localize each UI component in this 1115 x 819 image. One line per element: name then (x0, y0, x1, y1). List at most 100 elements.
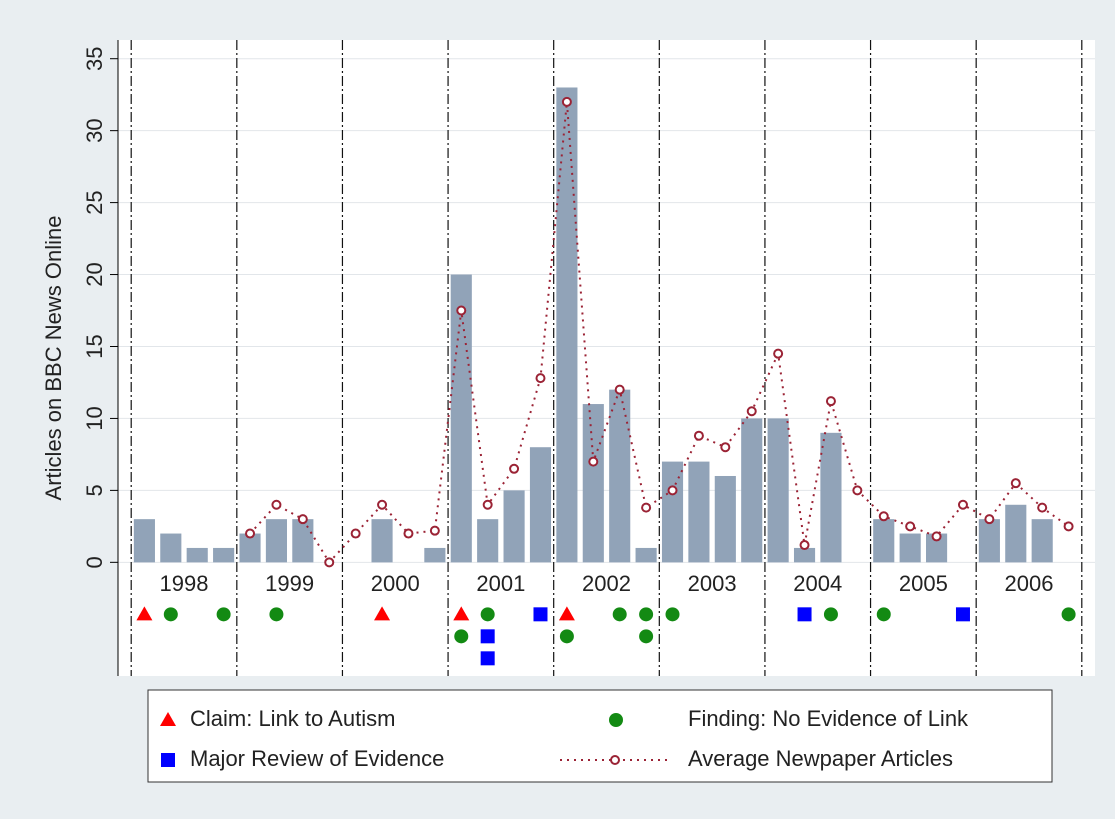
event-circle (480, 607, 495, 622)
legend-symbol (609, 713, 623, 727)
average-point (297, 514, 308, 525)
average-point (535, 373, 546, 384)
average-point (931, 531, 942, 542)
event-circle (559, 629, 574, 644)
x-tick-label: 2005 (899, 571, 948, 596)
event-circle (612, 607, 627, 622)
bar (292, 519, 314, 563)
bar (609, 389, 631, 563)
bar (213, 547, 235, 563)
bar (926, 533, 948, 563)
average-point (561, 96, 572, 107)
average-line (249, 101, 1070, 564)
event-square (480, 651, 495, 666)
legend-label: Claim: Link to Autism (190, 706, 395, 731)
average-point (693, 430, 704, 441)
y-tick-label: 0 (82, 556, 107, 568)
event-circle (639, 607, 654, 622)
bar (477, 519, 499, 563)
average-point (403, 528, 414, 539)
event-triangle (136, 606, 153, 621)
event-circle (665, 607, 680, 622)
legend-label: Major Review of Evidence (190, 746, 444, 771)
x-tick-label: 2002 (582, 571, 631, 596)
bar (186, 547, 208, 563)
bar (424, 547, 446, 563)
y-tick-label: 30 (82, 118, 107, 142)
x-tick-label: 1999 (265, 571, 314, 596)
event-triangle (453, 606, 470, 621)
average-point (799, 540, 810, 551)
bar (767, 418, 789, 563)
y-tick-label: 35 (82, 46, 107, 70)
y-tick-label: 25 (82, 190, 107, 214)
bar (529, 447, 552, 563)
bar (556, 87, 578, 563)
event-triangle (558, 606, 575, 621)
average-point (324, 557, 335, 568)
average-point (984, 514, 995, 525)
event-square (797, 607, 812, 622)
average-point (957, 499, 968, 510)
average-point (456, 305, 467, 316)
bar (899, 533, 921, 563)
event-square (480, 629, 495, 644)
average-point (482, 499, 493, 510)
average-point (1010, 478, 1021, 489)
bar (133, 519, 155, 563)
event-circle (163, 607, 178, 622)
average-point (509, 463, 520, 474)
event-square (533, 607, 548, 622)
event-circle (454, 629, 469, 644)
average-point (588, 456, 599, 467)
average-point (429, 525, 440, 536)
bar (635, 547, 657, 563)
legend (147, 689, 1053, 783)
x-tick-label: 2000 (371, 571, 420, 596)
average-point (271, 499, 282, 510)
event-triangle (374, 606, 391, 621)
average-point (825, 396, 836, 407)
average-point (878, 511, 889, 522)
bar (160, 533, 182, 563)
average-point (905, 521, 916, 532)
bar (503, 490, 525, 563)
average-point (245, 528, 256, 539)
bar (239, 533, 261, 563)
event-circle (823, 607, 838, 622)
x-tick-label: 2004 (793, 571, 842, 596)
bar (265, 519, 287, 563)
average-point (1063, 521, 1074, 532)
y-tick-label: 5 (82, 484, 107, 496)
event-circle (216, 607, 231, 622)
legend-symbol (160, 712, 176, 726)
bar (450, 274, 472, 563)
bar (978, 519, 1000, 563)
bar (741, 418, 763, 563)
bar (661, 461, 684, 563)
legend-symbol (610, 755, 620, 765)
legend-symbol (161, 753, 175, 767)
legend-label: Average Newpaper Articles (688, 746, 953, 771)
average-point (350, 528, 361, 539)
average-point (746, 406, 757, 417)
average-point (1037, 502, 1048, 513)
x-tick-label: 1998 (160, 571, 209, 596)
y-tick-label: 10 (82, 406, 107, 430)
average-point (377, 499, 388, 510)
event-circle (639, 629, 654, 644)
average-point (641, 502, 652, 513)
average-point (667, 485, 678, 496)
event-circle (269, 607, 284, 622)
bar (793, 547, 816, 563)
legend-label: Finding: No Evidence of Link (688, 706, 969, 731)
plot-area (118, 40, 1095, 676)
event-circle (876, 607, 891, 622)
average-point (720, 442, 731, 453)
bar (1005, 504, 1027, 563)
average-point (614, 384, 625, 395)
x-tick-label: 2003 (688, 571, 737, 596)
bar (873, 519, 895, 563)
y-tick-label: 15 (82, 334, 107, 358)
